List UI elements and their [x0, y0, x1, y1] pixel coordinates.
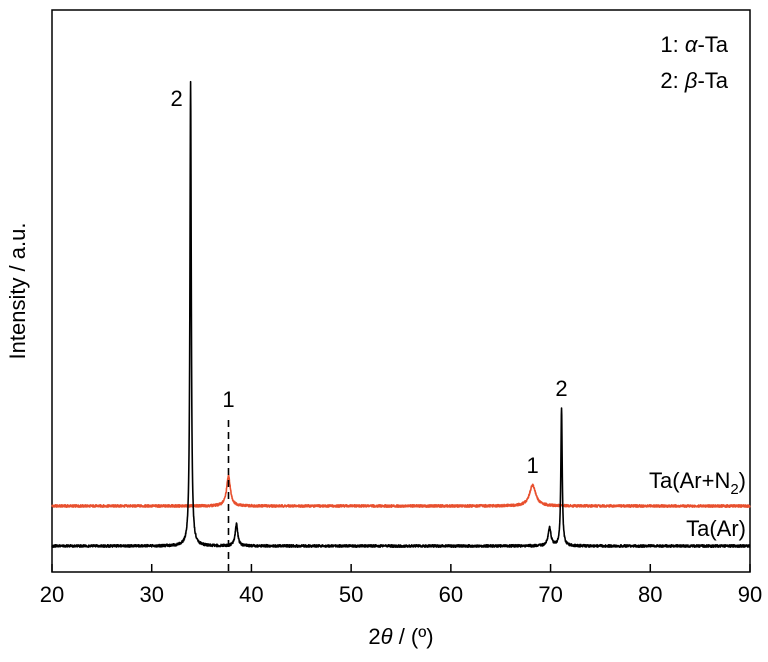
x-tick-label: 30	[139, 582, 163, 607]
axis-labels: 2θ / (º) Intensity / a.u.	[5, 223, 434, 649]
peak-label: 2	[170, 86, 182, 111]
plot-frame	[51, 9, 751, 573]
series-group: Ta(Ar+N2) Ta(Ar)	[51, 80, 751, 548]
plot-border	[51, 9, 751, 573]
x-tick-label: 40	[239, 582, 263, 607]
x-tick-label: 70	[538, 582, 562, 607]
x-axis-ticks: 20 30 40 50 60 70 80 90	[40, 564, 762, 607]
x-tick-label: 60	[439, 582, 463, 607]
legend: 1: α-Ta 2: β-Ta	[660, 32, 728, 93]
peak-annotations: 2 1 1 2	[170, 86, 568, 572]
x-tick-label: 20	[40, 582, 64, 607]
series-line	[51, 474, 751, 508]
y-axis-title: Intensity / a.u.	[5, 223, 30, 360]
legend-entry: 1: α-Ta	[660, 32, 728, 57]
x-tick-label: 50	[339, 582, 363, 607]
x-tick-label: 80	[638, 582, 662, 607]
x-tick-label: 90	[738, 582, 762, 607]
series-label: Ta(Ar)	[686, 516, 746, 541]
series-line	[51, 80, 751, 548]
peak-label: 1	[222, 387, 234, 412]
peak-label: 2	[555, 376, 567, 401]
legend-entry: 2: β-Ta	[660, 68, 728, 93]
series-label: Ta(Ar+N2)	[649, 468, 746, 498]
peak-label: 1	[526, 453, 538, 478]
x-axis-title: 2θ / (º)	[368, 624, 433, 649]
